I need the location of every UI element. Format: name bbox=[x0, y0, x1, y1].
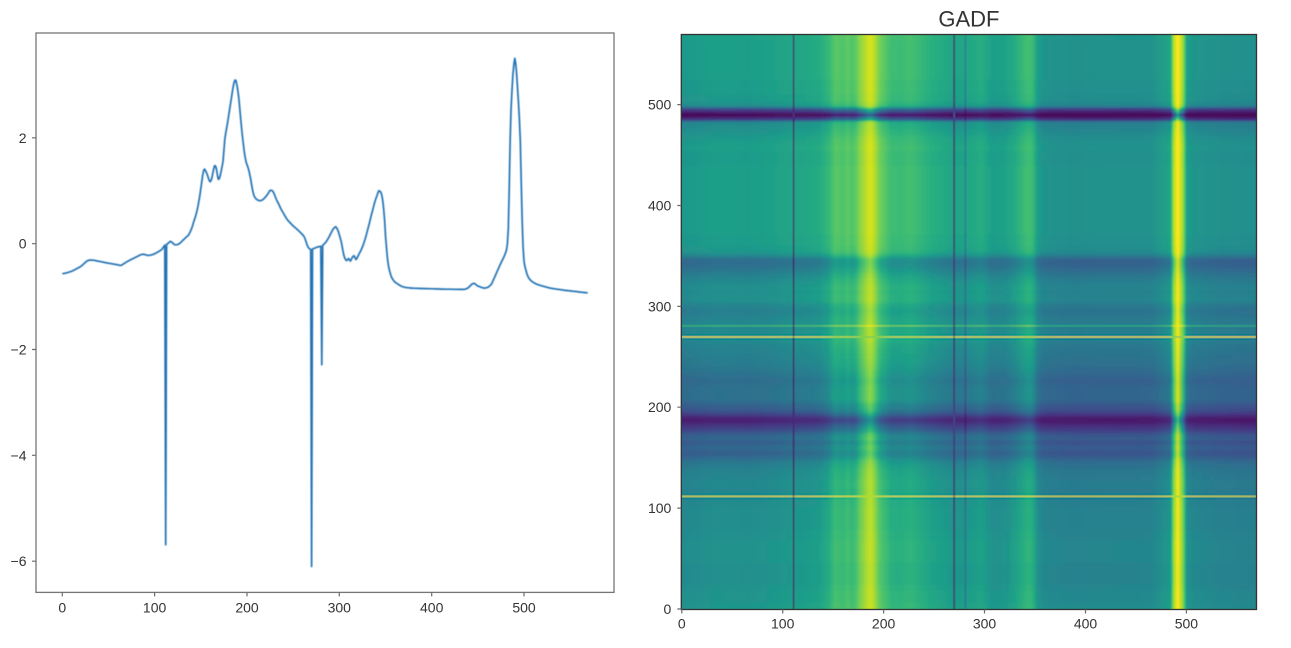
svg-text:500: 500 bbox=[1175, 616, 1199, 632]
svg-text:300: 300 bbox=[648, 298, 672, 314]
svg-text:400: 400 bbox=[1074, 616, 1098, 632]
svg-text:100: 100 bbox=[143, 599, 167, 615]
svg-text:500: 500 bbox=[648, 97, 672, 113]
svg-text:−4: −4 bbox=[11, 447, 27, 463]
svg-text:100: 100 bbox=[771, 616, 795, 632]
svg-text:100: 100 bbox=[648, 500, 672, 516]
svg-text:200: 200 bbox=[872, 616, 896, 632]
svg-text:0: 0 bbox=[678, 616, 686, 632]
svg-text:GADF: GADF bbox=[938, 7, 999, 32]
svg-text:400: 400 bbox=[648, 198, 672, 214]
svg-text:300: 300 bbox=[973, 616, 997, 632]
svg-text:−6: −6 bbox=[11, 553, 27, 569]
svg-text:200: 200 bbox=[235, 599, 259, 615]
svg-text:0: 0 bbox=[19, 236, 27, 252]
svg-text:−2: −2 bbox=[11, 342, 27, 358]
svg-text:500: 500 bbox=[512, 599, 536, 615]
svg-text:0: 0 bbox=[58, 599, 66, 615]
svg-text:2: 2 bbox=[19, 130, 27, 146]
svg-text:400: 400 bbox=[420, 599, 444, 615]
svg-text:0: 0 bbox=[664, 601, 672, 617]
svg-text:300: 300 bbox=[328, 599, 352, 615]
svg-text:200: 200 bbox=[648, 399, 672, 415]
